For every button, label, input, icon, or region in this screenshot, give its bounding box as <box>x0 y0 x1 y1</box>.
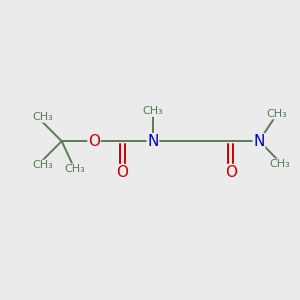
Text: CH₃: CH₃ <box>266 109 287 119</box>
Text: N: N <box>253 134 265 149</box>
Text: CH₃: CH₃ <box>142 106 163 116</box>
Text: N: N <box>147 134 159 149</box>
Text: CH₃: CH₃ <box>270 159 290 169</box>
Text: O: O <box>116 165 128 180</box>
Text: CH₃: CH₃ <box>64 164 85 174</box>
Text: CH₃: CH₃ <box>32 160 53 170</box>
Text: O: O <box>225 165 237 180</box>
Text: CH₃: CH₃ <box>32 112 53 122</box>
Text: O: O <box>88 134 100 149</box>
